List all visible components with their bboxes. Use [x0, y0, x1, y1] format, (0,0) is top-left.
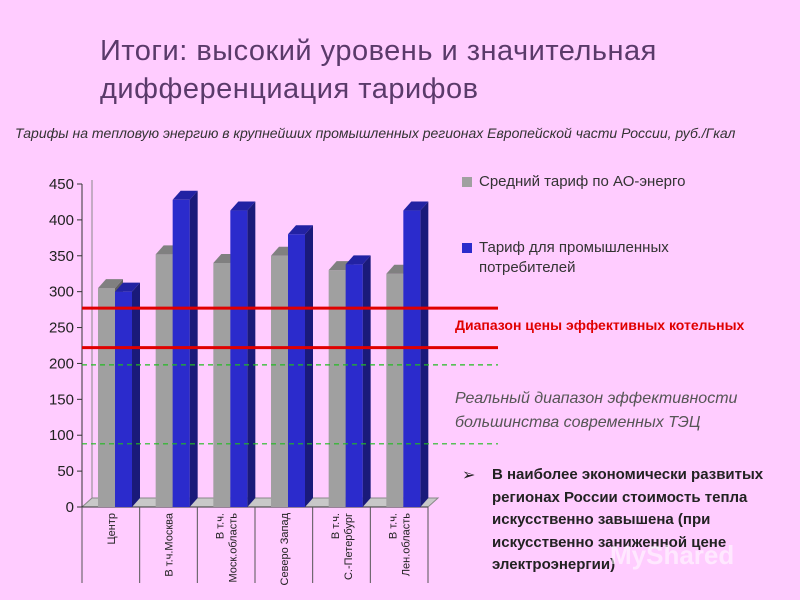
- bar-average-tariff: [271, 255, 288, 507]
- x-category-label: Центр: [106, 513, 118, 545]
- bar-average-tariff: [98, 288, 115, 507]
- y-tick-label: 150: [49, 391, 74, 408]
- x-category-label: В т.ч.Москва: [164, 512, 176, 576]
- legend-swatch-gray: [462, 177, 472, 187]
- y-tick-label: 50: [57, 463, 74, 480]
- bar-industrial-tariff-side: [132, 282, 140, 507]
- y-tick-label: 250: [49, 320, 74, 337]
- bar-industrial-tariff-top: [172, 190, 198, 200]
- x-category-label: В т.ч. С.-Петербург: [330, 513, 355, 580]
- bar-industrial-tariff: [403, 210, 421, 507]
- x-category-label-line: Моск.область: [228, 513, 240, 583]
- x-category-label-line: В т.ч.: [388, 513, 400, 539]
- legend-label-industrial-tariff: Тариф для промышленных потребителей: [479, 239, 669, 276]
- x-category-label: Северо Запад: [279, 512, 291, 585]
- bar-industrial-tariff: [172, 199, 190, 507]
- bar-industrial-tariff: [230, 210, 248, 507]
- bar-industrial-tariff: [288, 234, 305, 507]
- x-category-label: В т.ч. Моск.область: [215, 513, 240, 583]
- bar-industrial-tariff-top: [345, 255, 371, 265]
- bar-industrial-tariff-side: [420, 201, 429, 507]
- bar-industrial-tariff-side: [247, 201, 256, 507]
- check-arrow-icon: ➢: [462, 467, 476, 484]
- x-category-label-line: Лен.область: [401, 513, 413, 576]
- y-tick-label: 450: [49, 176, 74, 193]
- y-tick-label: 100: [49, 427, 74, 444]
- bar-average-tariff: [213, 262, 231, 507]
- x-category-label-line: В т.ч.: [330, 513, 342, 539]
- y-tick-label: 350: [49, 248, 74, 265]
- bar-industrial-tariff: [345, 264, 363, 507]
- bar-industrial-tariff-side: [305, 225, 313, 507]
- y-tick-label: 0: [66, 499, 74, 516]
- x-category-label-line: В т.ч.Москва: [164, 512, 176, 576]
- bar-industrial-tariff-top: [403, 201, 429, 211]
- bar-industrial-tariff: [115, 291, 132, 507]
- efficient-boiler-range-label: Диапазон цены эффективных котельных: [455, 317, 745, 333]
- x-category-label-line: Центр: [106, 513, 118, 545]
- watermark-text: MyShared: [610, 540, 735, 570]
- x-category-label-line: С.-Петербург: [343, 513, 355, 580]
- bar-average-tariff: [328, 270, 346, 507]
- conclusion-note: В наиболее экономически развитых региона…: [492, 466, 764, 573]
- bar-industrial-tariff-side: [362, 255, 371, 507]
- x-category-label-line: Северо Запад: [279, 512, 291, 585]
- chart-subtitle: Тарифы на тепловую энергию в крупнейших …: [15, 125, 736, 141]
- bar-average-tariff: [155, 254, 173, 507]
- bar-average-tariff-top: [98, 279, 123, 289]
- bar-average-tariff: [386, 273, 404, 507]
- bar-industrial-tariff-top: [115, 282, 140, 292]
- chp-efficiency-range-label: Реальный диапазон эффективности большинс…: [455, 390, 738, 431]
- legend-swatch-blue: [462, 243, 472, 253]
- legend-label-average-tariff: Средний тариф по АО-энерго: [479, 173, 686, 190]
- x-category-label-line: В т.ч.: [215, 513, 227, 539]
- slide-title: Итоги: высокий уровень и значительная ди…: [100, 35, 657, 105]
- bar-industrial-tariff-top: [288, 225, 313, 235]
- y-tick-label: 400: [49, 212, 74, 229]
- y-tick-label: 300: [49, 284, 74, 301]
- bar-industrial-tariff-top: [230, 201, 256, 211]
- y-tick-label: 200: [49, 355, 74, 372]
- x-category-label: В т.ч. Лен.область: [388, 513, 413, 576]
